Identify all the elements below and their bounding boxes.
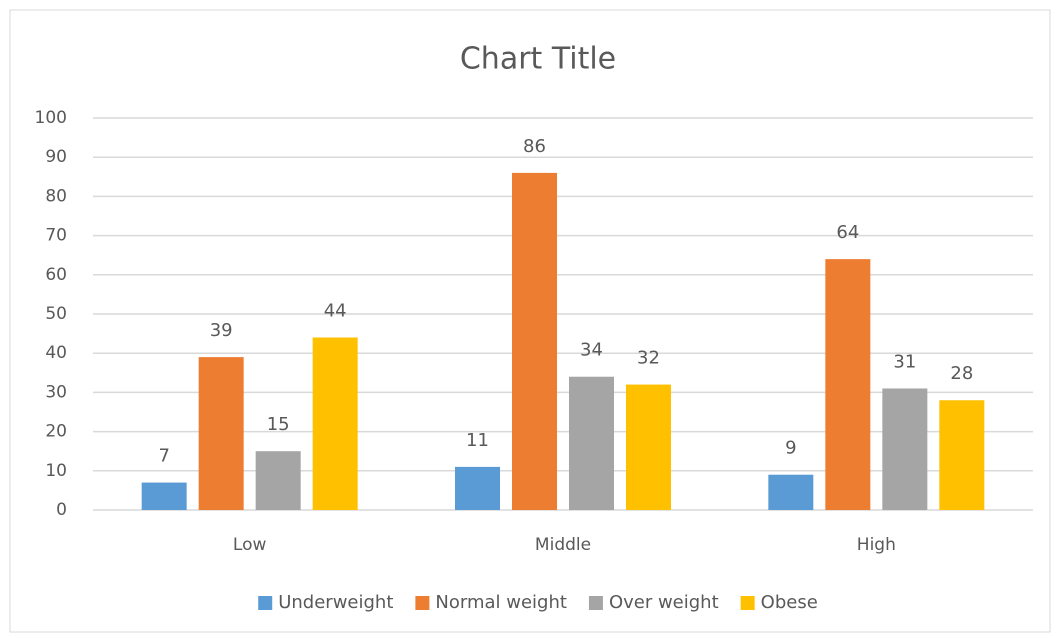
data-label: 9 bbox=[785, 438, 796, 459]
data-label: 39 bbox=[210, 320, 233, 341]
x-tick-label: Low bbox=[233, 535, 267, 555]
x-tick-label: High bbox=[857, 535, 896, 555]
bar bbox=[198, 357, 244, 510]
legend-label: Normal weight bbox=[435, 592, 567, 613]
bar bbox=[825, 259, 871, 510]
data-label: 44 bbox=[324, 301, 347, 322]
data-label: 7 bbox=[158, 446, 169, 467]
data-label: 64 bbox=[836, 222, 859, 243]
bar bbox=[255, 451, 301, 510]
y-tick-label: 30 bbox=[45, 382, 67, 402]
legend-label: Obese bbox=[761, 592, 818, 613]
bar bbox=[455, 466, 500, 510]
bar bbox=[626, 384, 671, 510]
y-tick-label: 70 bbox=[45, 226, 67, 246]
legend-swatch bbox=[258, 596, 273, 610]
y-tick-label: 10 bbox=[45, 461, 67, 481]
bar bbox=[939, 400, 985, 510]
legend-swatch bbox=[415, 596, 430, 610]
bar bbox=[141, 482, 187, 510]
legend-swatch bbox=[588, 596, 603, 610]
chart-title: Chart Title bbox=[460, 42, 616, 77]
legend-swatch bbox=[740, 596, 755, 610]
legend-label: Underweight bbox=[278, 592, 393, 613]
bar bbox=[512, 172, 557, 510]
x-tick-label: Middle bbox=[535, 535, 591, 555]
bar bbox=[569, 376, 614, 510]
y-tick-label: 40 bbox=[45, 343, 67, 363]
y-tick-label: 50 bbox=[45, 304, 67, 324]
data-label: 31 bbox=[893, 351, 916, 372]
bar bbox=[312, 337, 358, 510]
y-tick-label: 100 bbox=[35, 108, 67, 128]
y-tick-label: 90 bbox=[45, 147, 67, 167]
data-label: 86 bbox=[523, 136, 546, 157]
data-label: 32 bbox=[637, 348, 660, 369]
data-label: 34 bbox=[580, 340, 603, 361]
data-label: 28 bbox=[950, 363, 973, 384]
y-tick-label: 0 bbox=[56, 500, 67, 520]
legend-label: Over weight bbox=[609, 592, 719, 613]
data-label: 15 bbox=[267, 414, 290, 435]
bar bbox=[768, 474, 814, 510]
y-tick-label: 20 bbox=[45, 422, 67, 442]
y-tick-label: 80 bbox=[45, 186, 67, 206]
bar bbox=[882, 388, 928, 510]
data-label: 11 bbox=[466, 430, 489, 451]
y-tick-label: 60 bbox=[45, 265, 67, 285]
